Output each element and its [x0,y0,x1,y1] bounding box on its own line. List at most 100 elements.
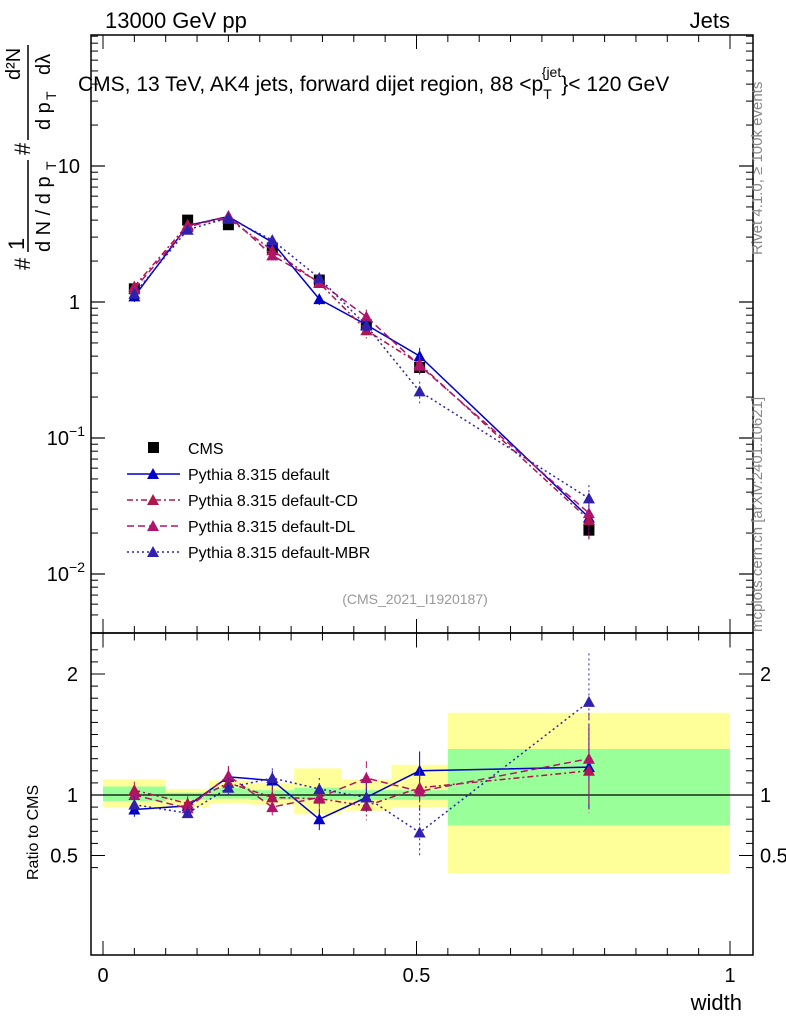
series-point [266,234,279,246]
series-point [313,272,326,284]
legend-marker [147,494,159,505]
main-plot-marks [128,209,595,540]
svg-text:#: # [10,257,35,270]
ratio-point [360,772,373,784]
xtick-label: 0 [97,965,108,987]
svg-text:d²N: d²N [3,48,25,80]
series-point [266,249,279,261]
plot-title: CMS, 13 TeV, AK4 jets, forward dijet reg… [78,64,669,102]
ratio-line [134,701,590,834]
series-2 [128,212,595,540]
series-point [413,385,426,397]
legend-label: Pythia 8.315 default-MBR [188,545,370,562]
ratio-plot-marks [128,653,595,857]
legend-entry: CMS [148,441,224,458]
ratio-point [266,791,279,803]
ratio-ytick-label-right: 2 [760,664,771,686]
series-point [128,287,141,299]
series-point [313,293,326,305]
series-3 [128,209,595,534]
svg-text:T: T [43,161,59,170]
svg-text:#: # [10,142,35,155]
main-frame [90,34,754,634]
ratio-point [313,813,326,825]
ratio-point [181,807,194,819]
legend-entry: Pythia 8.315 default [127,467,330,484]
ratio-series-3 [128,653,595,857]
legend-marker [148,442,159,453]
series-line [133,215,590,514]
category-label: Jets [690,8,730,33]
svg-text:dλ: dλ [33,54,55,75]
ratio-point [266,801,279,813]
ratio-point [222,769,235,781]
reference-label: (CMS_2021_I1920187) [342,591,488,607]
ytick-label: 10−2 [47,559,85,586]
svg-text:d p: d p [33,102,55,130]
series-0 [128,214,595,540]
legend-entry: Pythia 8.315 default-DL [127,519,355,536]
ytick-label: 1 [69,292,80,314]
ratio-point [313,791,326,803]
series-point [582,513,595,525]
ytick-label: 10 [58,156,80,178]
ratio-point [582,752,595,764]
xtick-label: 0.5 [403,965,431,987]
ratio-frame [90,632,754,956]
legend: CMS Pythia 8.315 default Pythia 8.315 defa… [127,441,370,562]
xtick-label: 1 [724,965,735,987]
ratio-ylabel: Ratio to CMS [25,785,42,880]
stat-uncertainty-band [209,787,251,799]
series-point [413,359,426,371]
legend-entry: Pythia 8.315 default-MBR [127,545,370,562]
legend-label: Pythia 8.315 default-DL [188,519,355,536]
ratio-point [360,799,373,811]
legend-label: Pythia 8.315 default-CD [188,493,358,510]
main-ylabel: # 1 d N / d p T # d²N d p T dλ [3,45,59,270]
ratio-point [413,785,426,797]
series-point [360,319,373,331]
main-panel [90,34,754,634]
series-point [582,507,595,519]
ratio-point [128,798,141,810]
ratio-point [222,781,235,793]
series-4 [128,211,595,516]
ratio-ytick-label-right: 1 [760,785,771,807]
svg-text:T: T [43,91,59,100]
ratio-ytick-label: 1 [67,785,78,807]
energy-label: 13000 GeV pp [105,8,247,33]
legend-entry: Pythia 8.315 default-CD [127,493,358,510]
legend-label: Pythia 8.315 default [188,467,330,484]
svg-text:d N / d p: d N / d p [33,176,55,252]
series-point [582,492,595,504]
series-1 [128,210,595,537]
legend-marker [147,468,159,479]
mcplots-label: mcplots.cern.ch [arXiv:2401.10621] [749,397,766,632]
ratio-point [413,826,426,838]
ratio-point [266,772,279,784]
ratio-ytick-label-right: 0.5 [760,846,786,868]
series-point [360,310,373,322]
xlabel: width [690,990,742,1015]
axis-ticks: 10 1 10−1 10−2 0 0.5 1 0.5 0.5 1 1 2 2 [47,35,786,987]
ytick-label: 10−1 [47,423,85,450]
legend-label: CMS [188,441,224,458]
svg-text:1: 1 [4,238,29,250]
series-point [222,211,235,223]
ratio-line [134,770,589,807]
ratio-point [128,789,141,800]
ratio-series-2 [128,712,595,817]
series-line [133,217,590,499]
ratio-line [134,766,589,821]
ratio-point [360,791,373,803]
series-point [181,223,194,235]
legend-marker [147,520,159,531]
cms-point [222,219,234,231]
rivet-label: Rivet 4.1.0, ≥ 100k events [749,82,766,255]
legend-marker [147,546,159,557]
ratio-ytick-label: 0.5 [50,846,78,868]
ratio-point [582,695,595,707]
ratio-point [313,782,326,794]
ratio-ytick-label: 2 [67,664,78,686]
